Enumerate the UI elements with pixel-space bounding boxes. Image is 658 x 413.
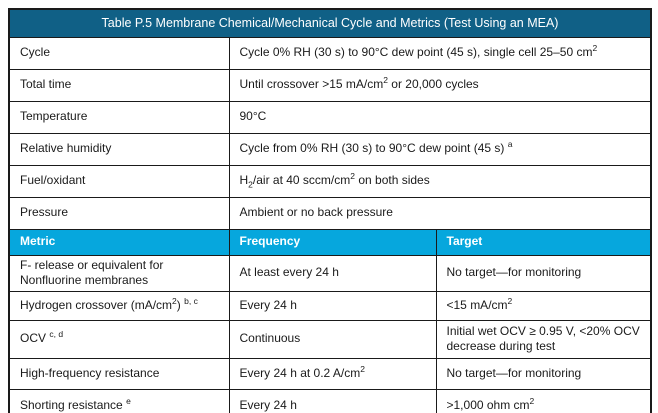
column-header-frequency: Frequency [228, 228, 437, 256]
table-row: Hydrogen crossover (mA/cm2) b, c Every 2… [8, 290, 652, 321]
row-value-pressure: Ambient or no back pressure [228, 196, 652, 230]
frequency-cell-high-frequency-resistance: Every 24 h at 0.2 A/cm2 [228, 357, 437, 390]
table-row: Temperature 90°C [8, 100, 652, 134]
target-cell-shorting-resistance: >1,000 ohm cm2 [435, 388, 652, 413]
row-label-relative-humidity: Relative humidity [8, 132, 230, 166]
metric-cell-high-frequency-resistance: High-frequency resistance [8, 357, 230, 390]
row-value-temperature: 90°C [228, 100, 652, 134]
metric-cell-ocv: OCV c, d [8, 319, 230, 359]
metric-cell-f-release: F- release or equivalent for Nonfluorine… [8, 254, 230, 292]
row-label-pressure: Pressure [8, 196, 230, 230]
row-label-total-time: Total time [8, 68, 230, 102]
row-value-total-time: Until crossover >15 mA/cm2 or 20,000 cyc… [228, 68, 652, 102]
target-cell-ocv: Initial wet OCV ≥ 0.95 V, <20% OCV decre… [435, 319, 652, 359]
table-row: Pressure Ambient or no back pressure [8, 196, 652, 230]
row-value-relative-humidity: Cycle from 0% RH (30 s) to 90°C dew poin… [228, 132, 652, 166]
membrane-cycle-table-wrapper: Table P.5 Membrane Chemical/Mechanical C… [8, 8, 652, 413]
frequency-cell-ocv: Continuous [228, 319, 437, 359]
metric-cell-hydrogen-crossover: Hydrogen crossover (mA/cm2) b, c [8, 290, 230, 321]
table-row: Shorting resistance e Every 24 h >1,000 … [8, 388, 652, 413]
row-label-cycle: Cycle [8, 36, 230, 70]
target-cell-f-release: No target—for monitoring [435, 254, 652, 292]
row-value-fuel-oxidant: H2/air at 40 sccm/cm2 on both sides [228, 164, 652, 198]
target-cell-hydrogen-crossover: <15 mA/cm2 [435, 290, 652, 321]
table-title-row: Table P.5 Membrane Chemical/Mechanical C… [8, 8, 652, 38]
row-value-cycle: Cycle 0% RH (30 s) to 90°C dew point (45… [228, 36, 652, 70]
table-row: OCV c, d Continuous Initial wet OCV ≥ 0.… [8, 319, 652, 359]
metric-cell-shorting-resistance: Shorting resistance e [8, 388, 230, 413]
column-header-target: Target [435, 228, 652, 256]
table-row: Total time Until crossover >15 mA/cm2 or… [8, 68, 652, 102]
row-label-fuel-oxidant: Fuel/oxidant [8, 164, 230, 198]
frequency-cell-shorting-resistance: Every 24 h [228, 388, 437, 413]
table-row: Cycle Cycle 0% RH (30 s) to 90°C dew poi… [8, 36, 652, 70]
table-row: F- release or equivalent for Nonfluorine… [8, 254, 652, 292]
target-cell-high-frequency-resistance: No target—for monitoring [435, 357, 652, 390]
membrane-cycle-metrics-table: Table P.5 Membrane Chemical/Mechanical C… [8, 8, 652, 413]
column-header-metric: Metric [8, 228, 230, 256]
row-label-temperature: Temperature [8, 100, 230, 134]
table-row: Relative humidity Cycle from 0% RH (30 s… [8, 132, 652, 166]
table-title: Table P.5 Membrane Chemical/Mechanical C… [8, 8, 652, 38]
table-row: Fuel/oxidant H2/air at 40 sccm/cm2 on bo… [8, 164, 652, 198]
table-row: High-frequency resistance Every 24 h at … [8, 357, 652, 390]
frequency-cell-hydrogen-crossover: Every 24 h [228, 290, 437, 321]
frequency-cell-f-release: At least every 24 h [228, 254, 437, 292]
metric-header-row: Metric Frequency Target [8, 228, 652, 256]
